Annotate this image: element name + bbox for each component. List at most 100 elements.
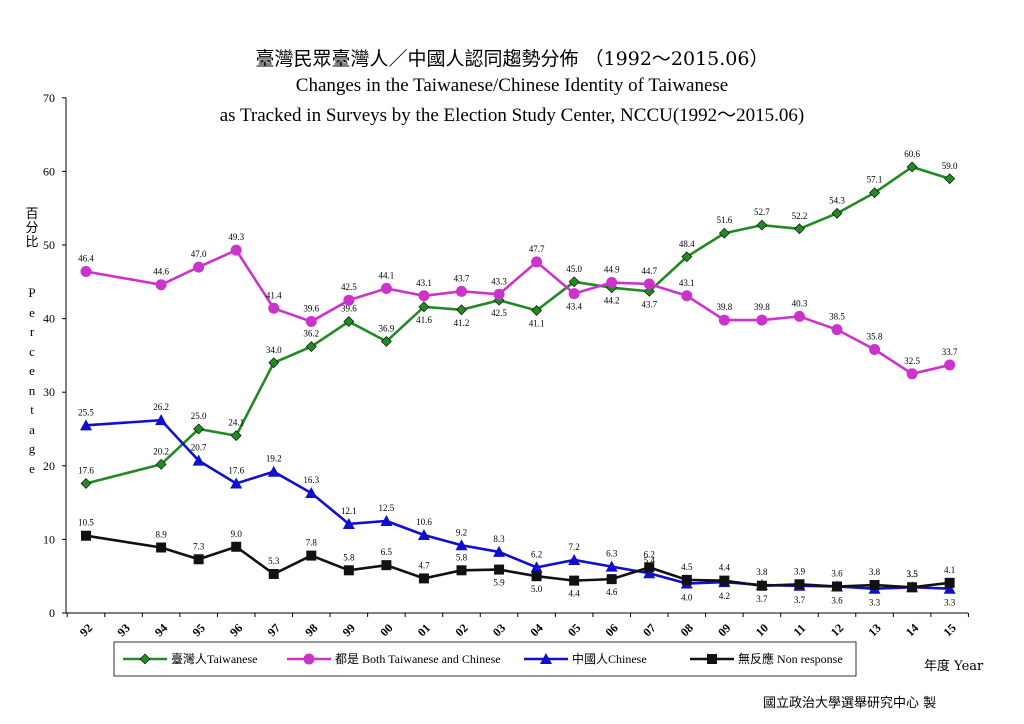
data-label-taiwanese: 34.0 bbox=[266, 345, 282, 355]
data-label-taiwanese: 36.2 bbox=[303, 329, 319, 339]
x-tick-label: 97 bbox=[265, 621, 283, 639]
data-point-nonresponse bbox=[756, 580, 767, 591]
data-label-chinese: 12.1 bbox=[341, 506, 357, 516]
y-tick-label: 0 bbox=[49, 606, 55, 620]
y-tick-label: 70 bbox=[43, 91, 55, 105]
data-point-taiwanese bbox=[718, 227, 730, 239]
data-label-both: 47.7 bbox=[529, 244, 545, 254]
data-point-chinese bbox=[455, 539, 468, 551]
x-tick-label: 13 bbox=[865, 621, 883, 639]
data-label-both: 43.3 bbox=[491, 276, 507, 286]
data-point-nonresponse bbox=[381, 560, 392, 571]
series-line-both bbox=[85, 248, 950, 376]
data-label-nonresponse: 10.5 bbox=[78, 518, 94, 528]
legend-label-nonresponse: 無反應 Non response bbox=[738, 651, 843, 666]
data-point-chinese bbox=[530, 561, 543, 573]
data-label-chinese: 3.5 bbox=[906, 569, 918, 579]
data-point-taiwanese bbox=[944, 173, 956, 185]
data-label-chinese: 3.7 bbox=[794, 595, 806, 605]
data-point-both bbox=[643, 278, 655, 290]
data-label-chinese: 16.3 bbox=[303, 475, 319, 485]
data-point-nonresponse bbox=[343, 565, 354, 576]
chart-title-zh: 臺灣民眾臺灣人／中國人認同趨勢分佈 （1992～2015.06） bbox=[255, 48, 769, 70]
data-point-chinese bbox=[417, 528, 430, 540]
data-point-chinese bbox=[305, 487, 318, 499]
data-label-both: 44.1 bbox=[379, 270, 395, 280]
data-label-nonresponse: 3.5 bbox=[906, 569, 918, 579]
data-label-both: 43.7 bbox=[454, 273, 470, 283]
data-label-nonresponse: 4.4 bbox=[719, 563, 731, 573]
data-point-taiwanese bbox=[80, 478, 92, 489]
data-label-both: 43.4 bbox=[566, 302, 582, 312]
data-point-nonresponse bbox=[719, 575, 730, 586]
data-label-both: 44.9 bbox=[604, 265, 620, 275]
x-tick-label: 08 bbox=[678, 621, 696, 639]
data-label-both: 47.0 bbox=[191, 249, 207, 259]
data-label-nonresponse: 5.9 bbox=[493, 578, 505, 588]
data-label-taiwanese: 48.4 bbox=[679, 239, 695, 249]
data-point-nonresponse bbox=[569, 575, 580, 586]
data-label-nonresponse: 6.5 bbox=[381, 547, 393, 557]
x-tick-label: 15 bbox=[940, 621, 958, 639]
data-point-nonresponse bbox=[268, 568, 279, 579]
data-label-chinese: 20.7 bbox=[191, 443, 207, 453]
legend-marker-both bbox=[303, 653, 315, 665]
data-label-taiwanese: 44.2 bbox=[604, 296, 620, 306]
data-point-both bbox=[906, 368, 918, 380]
data-point-taiwanese bbox=[268, 357, 280, 369]
y-tick-label: 60 bbox=[43, 164, 55, 178]
data-point-nonresponse bbox=[644, 562, 655, 573]
x-tick-label: 98 bbox=[302, 621, 320, 639]
data-point-nonresponse bbox=[81, 530, 91, 541]
data-point-taiwanese bbox=[456, 304, 467, 316]
y-tick-label: 10 bbox=[43, 532, 55, 546]
data-label-both: 44.6 bbox=[153, 267, 169, 277]
x-tick-label: 09 bbox=[715, 621, 733, 639]
data-point-chinese bbox=[342, 517, 355, 529]
legend-label-both: 都是 Both Taiwanese and Chinese bbox=[335, 652, 501, 666]
data-point-nonresponse bbox=[494, 564, 505, 575]
data-label-taiwanese: 54.3 bbox=[829, 195, 845, 205]
data-label-both: 49.3 bbox=[228, 232, 244, 242]
data-point-nonresponse bbox=[231, 541, 242, 552]
x-tick-label: 96 bbox=[227, 621, 245, 639]
data-label-taiwanese: 17.6 bbox=[78, 465, 94, 475]
data-point-taiwanese bbox=[305, 341, 317, 352]
data-point-chinese bbox=[267, 465, 280, 477]
data-point-nonresponse bbox=[907, 582, 918, 593]
data-point-taiwanese bbox=[155, 458, 167, 470]
data-point-both bbox=[268, 302, 280, 314]
data-label-nonresponse: 7.8 bbox=[306, 538, 318, 548]
data-point-both bbox=[193, 261, 205, 273]
data-point-chinese bbox=[192, 454, 205, 466]
data-point-chinese bbox=[605, 560, 618, 572]
y-tick-label: 50 bbox=[43, 238, 55, 252]
data-point-chinese bbox=[568, 554, 581, 566]
data-point-both bbox=[831, 324, 843, 336]
data-label-both: 35.8 bbox=[867, 332, 883, 342]
data-point-both bbox=[606, 277, 618, 289]
data-label-chinese: 3.6 bbox=[831, 596, 843, 606]
data-label-nonresponse: 3.9 bbox=[794, 566, 806, 576]
data-label-both: 43.1 bbox=[679, 278, 695, 288]
data-label-both: 39.8 bbox=[754, 302, 770, 312]
data-label-taiwanese: 52.2 bbox=[792, 211, 808, 221]
data-label-chinese: 5.4 bbox=[644, 555, 656, 565]
legend-marker-nonresponse bbox=[707, 654, 717, 664]
data-label-taiwanese: 57.1 bbox=[867, 175, 883, 185]
x-tick-label: 99 bbox=[340, 621, 358, 639]
data-label-nonresponse: 7.3 bbox=[193, 541, 205, 551]
x-tick-label: 00 bbox=[377, 621, 395, 639]
data-point-chinese bbox=[80, 419, 92, 431]
data-point-taiwanese bbox=[756, 219, 768, 231]
data-point-both bbox=[869, 344, 881, 356]
x-tick-label: 04 bbox=[527, 621, 545, 639]
data-point-chinese bbox=[943, 582, 956, 594]
data-point-chinese bbox=[380, 515, 393, 526]
data-label-taiwanese: 59.0 bbox=[942, 161, 958, 171]
data-label-nonresponse: 5.8 bbox=[456, 552, 468, 562]
data-label-chinese: 3.3 bbox=[944, 598, 956, 608]
data-label-chinese: 26.2 bbox=[153, 402, 169, 412]
data-label-both: 40.3 bbox=[792, 298, 808, 308]
